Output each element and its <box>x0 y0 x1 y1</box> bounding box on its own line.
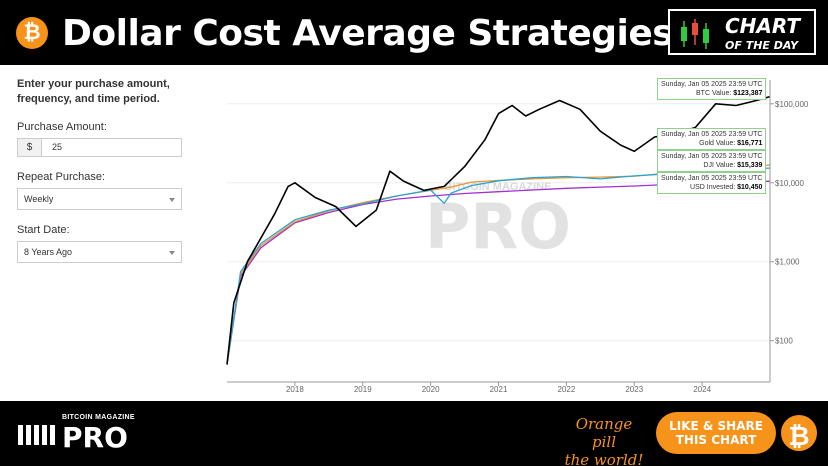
x-tick-label: 2022 <box>557 385 575 392</box>
tooltip-label: USD Invested: <box>690 184 736 191</box>
tooltip-gold: Sunday, Jan 05 2025 23:59 UTC Gold Value… <box>657 128 767 150</box>
badge-title: CHART <box>725 14 801 38</box>
tooltip-dji: Sunday, Jan 05 2025 23:59 UTC DJI Value:… <box>657 150 767 172</box>
share-line2: THIS CHART <box>675 433 757 447</box>
watermark: PRO <box>425 190 571 263</box>
share-line1: LIKE & SHARE <box>669 419 763 433</box>
tooltip-date: Sunday, Jan 05 2025 23:59 UTC <box>661 131 763 138</box>
tooltip-label: Gold Value: <box>699 140 736 147</box>
x-tick-label: 2018 <box>286 385 304 392</box>
y-tick-label: $1,000 <box>775 258 800 267</box>
bitcoin-magazine-logo-icon <box>18 425 55 445</box>
tooltip-label: DJI Value: <box>703 162 736 169</box>
tooltip-date: Sunday, Jan 05 2025 23:59 UTC <box>661 175 763 182</box>
header-bar: ₿ Dollar Cost Average Strategies CHART O… <box>0 0 828 65</box>
bitcoin-logo-icon: ₿ <box>16 17 48 49</box>
slogan-line2: the world! <box>564 451 644 466</box>
repeat-purchase-value: Weekly <box>24 194 54 204</box>
slogan: Orange pill the world! <box>564 415 644 466</box>
x-tick-label: 2019 <box>354 385 372 392</box>
y-tick-label: $100,000 <box>775 100 809 109</box>
tooltip-value: $15,339 <box>737 162 763 169</box>
like-share-button[interactable]: LIKE & SHARE THIS CHART <box>656 412 776 454</box>
x-tick-label: 2020 <box>422 385 440 392</box>
page-title: Dollar Cost Average Strategies <box>62 13 674 54</box>
purchase-amount-input[interactable]: 25 <box>52 142 63 152</box>
tooltip-value: $123,387 <box>733 90 763 97</box>
purchase-amount-label: Purchase Amount: <box>17 121 107 133</box>
repeat-purchase-select[interactable]: Weekly <box>17 188 182 210</box>
tooltip-btc: Sunday, Jan 05 2025 23:59 UTC BTC Value:… <box>657 78 767 100</box>
badge-subtitle: OF THE DAY <box>725 39 799 52</box>
x-tick-label: 2021 <box>490 385 508 392</box>
bitcoin-icon: ₿ <box>778 412 820 454</box>
x-tick-label: 2023 <box>625 385 643 392</box>
repeat-purchase-label: Repeat Purchase: <box>17 171 106 183</box>
tooltip-date: Sunday, Jan 05 2025 23:59 UTC <box>661 153 763 160</box>
purchase-amount-field[interactable]: $ 25 <box>17 138 182 157</box>
form-intro-text: Enter your purchase amount, frequency, a… <box>17 78 170 105</box>
chart-of-the-day-badge: CHART OF THE DAY <box>668 9 816 55</box>
chart-svg: BITCOIN MAGAZINE PRO $100$1,000$10,000$1… <box>226 80 809 394</box>
tooltip-value: $16,771 <box>737 140 763 147</box>
start-date-label: Start Date: <box>17 224 70 236</box>
footer-brand-pro: PRO <box>62 421 128 454</box>
candlestick-icon <box>681 19 709 49</box>
start-date-select[interactable]: 8 Years Ago <box>17 241 182 263</box>
x-tick-label: 2024 <box>693 385 711 392</box>
footer-brand-small: BITCOIN MAGAZINE <box>62 414 135 421</box>
tooltip-value: $10,450 <box>737 184 763 191</box>
chevron-down-icon <box>169 198 175 202</box>
dca-chart[interactable]: BITCOIN MAGAZINE PRO $100 $1,000 $10,000 $1… <box>200 72 828 394</box>
chevron-down-icon <box>169 251 175 255</box>
start-date-value: 8 Years Ago <box>24 247 73 257</box>
tooltip-usd: Sunday, Jan 05 2025 23:59 UTC USD Invest… <box>657 172 767 194</box>
tooltip-label: BTC Value: <box>696 90 732 97</box>
dca-form: Enter your purchase amount, frequency, a… <box>17 77 187 263</box>
slogan-line1: Orange pill <box>575 415 633 451</box>
y-tick-label: $10,000 <box>775 179 804 188</box>
y-tick-label: $100 <box>775 337 793 346</box>
currency-symbol: $ <box>18 139 42 156</box>
tooltip-date: Sunday, Jan 05 2025 23:59 UTC <box>661 81 763 88</box>
